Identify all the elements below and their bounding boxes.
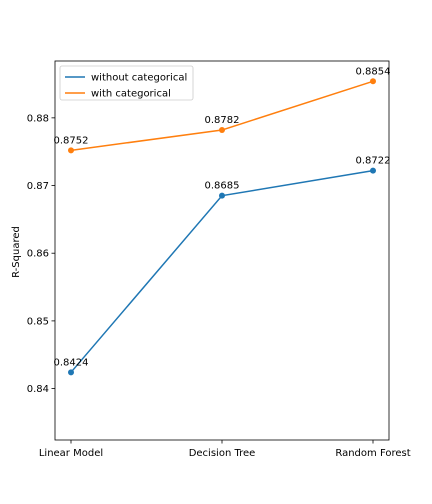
y-tick-label: 0.85 (27, 316, 49, 327)
x-tick-label: Linear Model (39, 448, 103, 459)
legend-box (59, 65, 194, 101)
data-point (68, 369, 74, 376)
data-point (219, 192, 225, 199)
data-point (370, 78, 376, 85)
plot-area (55, 61, 389, 440)
y-tick-label: 0.87 (27, 181, 49, 192)
data-label: 0.8424 (54, 357, 89, 368)
legend-label: without categorical (91, 73, 187, 84)
x-tick-label: Random Forest (335, 448, 410, 459)
data-label: 0.8722 (356, 156, 391, 167)
y-tick-label: 0.84 (27, 384, 49, 395)
data-label: 0.8752 (54, 135, 89, 146)
data-point (370, 167, 376, 174)
data-label: 0.8782 (205, 115, 240, 126)
y-tick-label: 0.88 (27, 113, 49, 124)
chart-marks: 0.8424 0.8685 0.8722 0.8752 0.8782 0.8854 (54, 66, 391, 376)
legend-label: with categorical (91, 89, 171, 100)
series-0: 0.8424 0.8685 0.8722 (54, 156, 391, 376)
y-tick-label: 0.86 (27, 249, 49, 260)
series-1: 0.8752 0.8782 0.8854 (54, 66, 391, 154)
legend: without categorical with categorical (59, 65, 194, 101)
data-label: 0.8685 (205, 181, 240, 192)
data-point (68, 147, 74, 154)
y-axis-label: R-Squared (11, 226, 22, 278)
data-point (219, 127, 225, 134)
x-tick-label: Decision Tree (189, 448, 256, 459)
chart-axes: 0.84 0.85 0.86 0.87 0.88 Linear Model Decision… (27, 113, 411, 459)
data-label: 0.8854 (356, 66, 391, 77)
